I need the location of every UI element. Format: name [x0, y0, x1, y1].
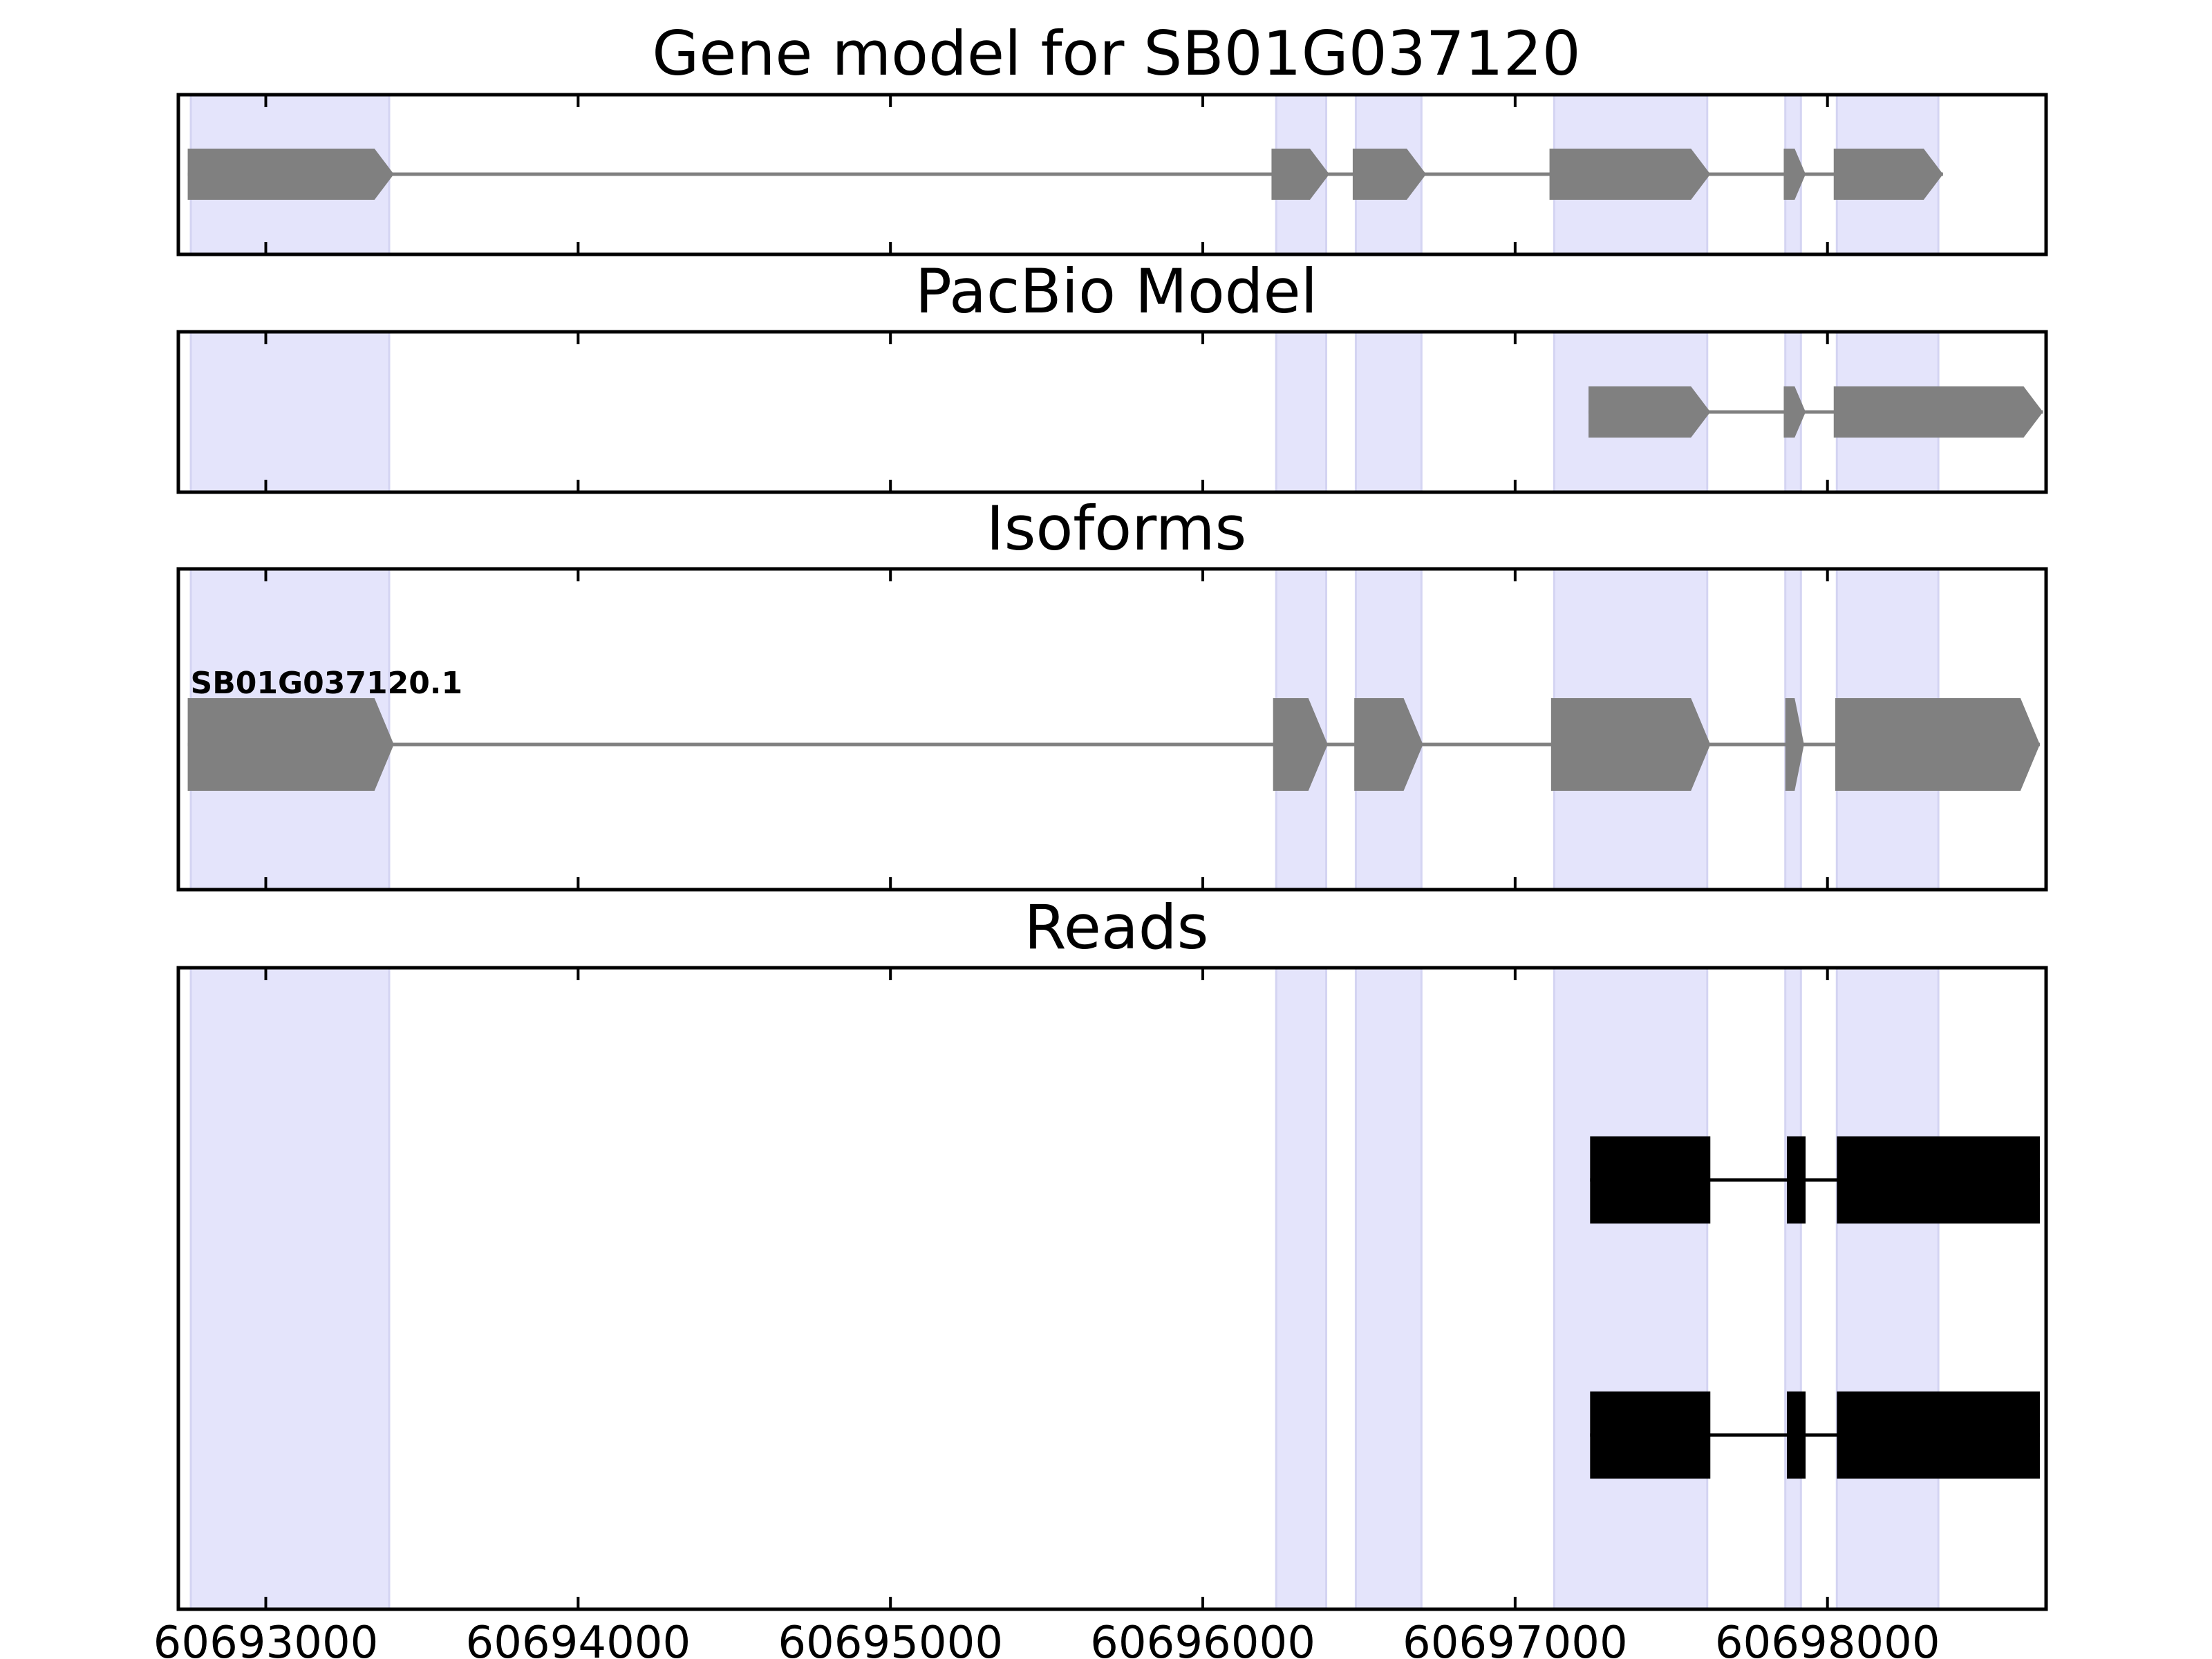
panel-title-gene-model: Gene model for SB01G037120 — [652, 18, 1581, 89]
highlight-region — [189, 330, 391, 494]
exon-arrow — [1833, 386, 2043, 438]
axes-frame — [176, 567, 2048, 892]
exon-arrow — [1271, 149, 1330, 200]
exon-arrow — [1588, 386, 1711, 438]
highlight-region — [1784, 966, 1802, 1611]
read-exon-block — [1590, 1136, 1711, 1224]
exon-arrow — [187, 149, 394, 200]
read-exon-block — [1837, 1391, 2040, 1479]
x-tick-label: 60693000 — [153, 1618, 379, 1659]
x-tick-label: 60694000 — [465, 1618, 691, 1659]
panel-title-pacbio-model: PacBio Model — [915, 256, 1318, 327]
read-exon-block — [1786, 1136, 1806, 1224]
axes-frame — [176, 330, 2048, 494]
panel-reads — [176, 966, 2048, 1611]
exon-arrow — [1549, 149, 1711, 200]
highlight-region — [1835, 966, 1940, 1611]
read-exon-block — [1786, 1391, 1806, 1479]
exon-arrow — [1783, 386, 1806, 438]
highlight-region — [189, 966, 391, 1611]
exon-arrow — [1352, 149, 1427, 200]
exon-arrow — [1833, 149, 1943, 200]
exon-arrow — [1783, 149, 1806, 200]
isoform-label: SB01G037120.1 — [191, 666, 463, 701]
read-exon-block — [1837, 1136, 2040, 1224]
exon-arrow — [1835, 698, 2040, 791]
exon-arrow — [1550, 698, 1711, 791]
panel-title-reads: Reads — [1024, 892, 1209, 963]
x-tick-label: 60696000 — [1090, 1618, 1315, 1659]
highlight-region — [1275, 966, 1328, 1611]
exon-arrow — [187, 698, 394, 791]
x-axis: 60693000 60694000 60695000 60696000 6069… — [153, 1618, 1940, 1659]
panel-isoforms: SB01G037120.1 — [176, 567, 2048, 892]
x-tick-label: 60695000 — [778, 1618, 1003, 1659]
panel-title-isoforms: Isoforms — [986, 493, 1247, 564]
panel-gene-model — [176, 93, 2048, 256]
exon-arrow — [1354, 698, 1423, 791]
highlight-region — [1354, 966, 1423, 1611]
exon-arrow — [1273, 698, 1328, 791]
highlight-region — [1553, 966, 1709, 1611]
x-tick-label: 60697000 — [1403, 1618, 1628, 1659]
axes-frame — [176, 93, 2048, 256]
exon-arrow — [1785, 698, 1804, 791]
x-tick-label: 60698000 — [1715, 1618, 1940, 1659]
highlight-region — [1354, 330, 1423, 494]
highlight-region — [1275, 330, 1328, 494]
axes-frame — [176, 966, 2048, 1611]
panel-pacbio-model — [176, 330, 2048, 494]
read-exon-block — [1590, 1391, 1711, 1479]
